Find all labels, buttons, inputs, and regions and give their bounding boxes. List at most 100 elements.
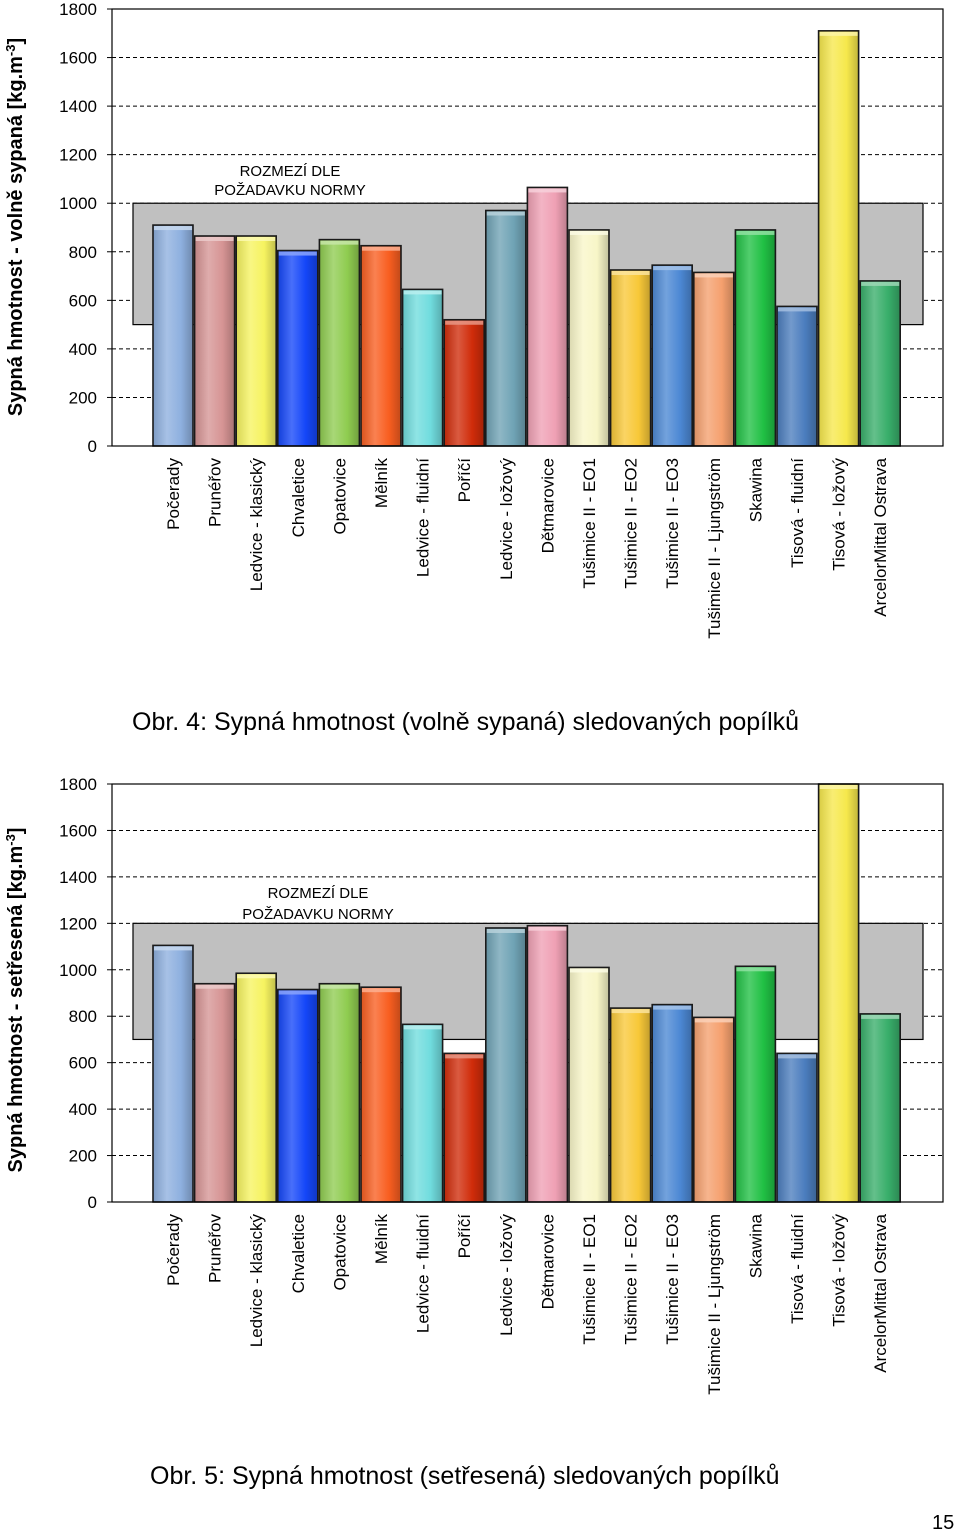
bar xyxy=(152,224,194,447)
figure-5-text: Sypná hmotnost (setřesená) sledovaných p… xyxy=(225,1462,780,1490)
bar xyxy=(360,986,402,1203)
bar xyxy=(484,927,527,1203)
category-label: Ledvice - ložový xyxy=(497,458,516,580)
bar-top-highlight xyxy=(736,967,775,972)
category-label: Dětmarovice xyxy=(538,1214,557,1309)
category-label: Tušimice II - Ljungström xyxy=(705,458,724,639)
bar xyxy=(401,288,444,447)
category-label: Ledvice - klasický xyxy=(247,458,266,592)
y-tick-label: 600 xyxy=(69,1054,97,1073)
bar xyxy=(193,235,236,447)
category-label: Ledvice - klasický xyxy=(247,1214,266,1348)
bar xyxy=(318,238,361,447)
bar xyxy=(568,229,610,447)
bar xyxy=(443,1052,486,1203)
figure-5-label: Obr. 5: xyxy=(150,1462,226,1490)
bar-top-highlight xyxy=(195,236,234,241)
bar-top-highlight xyxy=(278,251,317,256)
chart-tapped-bulk-density: ROZMEZÍ DLE POŽADAVKU NORMY 0 200 400 600 800 1… xyxy=(3,775,944,1395)
norm-range-label-line2: POŽADAVKU NORMY xyxy=(242,906,393,923)
bar-top-highlight xyxy=(278,990,317,995)
bar xyxy=(817,783,860,1203)
bar xyxy=(651,1003,694,1203)
bar-top-highlight xyxy=(195,984,234,989)
category-label: Dětmarovice xyxy=(538,458,557,553)
y-tick-label: 400 xyxy=(69,340,97,359)
bar-top-highlight xyxy=(445,1054,484,1059)
y-tick-label: 400 xyxy=(69,1100,97,1119)
y-tick-label: 1000 xyxy=(59,961,97,980)
category-label: Tušimice II - EO3 xyxy=(663,458,682,589)
bar-top-highlight xyxy=(486,928,525,933)
category-label: Tušimice II - EO2 xyxy=(622,458,641,589)
y-axis-label-exponent: -3 xyxy=(3,834,18,846)
bar-top-highlight xyxy=(362,988,400,993)
norm-range-label-line1: ROZMEZÍ DLE xyxy=(268,885,369,902)
category-label: Mělník xyxy=(372,458,391,509)
bar-top-highlight xyxy=(819,785,858,789)
category-label: Poříčí xyxy=(455,458,474,503)
y-tick-label: 1600 xyxy=(59,49,97,68)
y-tick-label: 800 xyxy=(69,1007,97,1026)
bar-top-highlight xyxy=(237,974,276,979)
bar xyxy=(859,280,902,447)
category-label: Ledvice - fluidní xyxy=(414,458,433,577)
category-label: Poříčí xyxy=(455,1214,474,1259)
y-axis-label: Sypná hmotnost - setřesená [kg.m-3] xyxy=(3,828,28,1173)
bar xyxy=(776,1052,818,1203)
category-label: Mělník xyxy=(372,1214,391,1265)
figure-4-label: Obr. 4: xyxy=(132,708,208,736)
category-label: Ledvice - ložový xyxy=(497,1214,516,1336)
category-label: Tušimice II - EO1 xyxy=(580,1214,599,1345)
category-label: Tisová - fluidní xyxy=(788,1214,807,1324)
page-number: 15 xyxy=(932,1512,955,1534)
y-tick-label: 1800 xyxy=(59,775,97,794)
bar-top-highlight xyxy=(154,946,192,951)
bar xyxy=(484,209,527,447)
bar xyxy=(609,269,652,447)
y-axis-label: Sypná hmotnost - volně sypaná [kg.m-3] xyxy=(3,38,28,416)
bar-top-highlight xyxy=(861,1014,900,1019)
category-label: Opatovice xyxy=(330,1214,349,1291)
category-label: ArcelorMittal Ostrava xyxy=(871,457,890,616)
category-label: Tušimice II - EO2 xyxy=(622,1214,641,1345)
bar xyxy=(235,235,277,447)
bar-top-highlight xyxy=(611,1009,650,1014)
bar xyxy=(276,988,319,1203)
y-tick-label: 800 xyxy=(69,243,97,262)
y-tick-label: 0 xyxy=(88,1193,97,1212)
category-label: Počerady xyxy=(164,458,183,530)
bar-top-highlight xyxy=(778,1054,816,1059)
plot-frame xyxy=(111,783,944,1203)
bar-top-highlight xyxy=(778,307,816,312)
bar-top-highlight xyxy=(403,290,442,295)
bar-top-highlight xyxy=(486,211,525,216)
y-tick-label: 1600 xyxy=(59,821,97,840)
y-tick-label: 1800 xyxy=(59,0,97,19)
category-label: Chvaletice xyxy=(289,1214,308,1293)
bar-top-highlight xyxy=(362,246,400,251)
bar xyxy=(360,244,402,447)
y-tick-label: 1200 xyxy=(59,146,97,165)
bar-top-highlight xyxy=(694,273,733,278)
category-label: Prunéřov xyxy=(206,458,225,527)
category-label: Skawina xyxy=(746,1213,765,1278)
bar-top-highlight xyxy=(320,240,359,245)
bar xyxy=(235,972,277,1203)
bar xyxy=(152,944,194,1203)
y-tick-label: 200 xyxy=(69,1147,97,1166)
bar-top-highlight xyxy=(653,266,692,271)
y-axis-label-bracket: ] xyxy=(5,38,27,45)
category-label: Počerady xyxy=(164,1214,183,1286)
bar xyxy=(318,982,361,1203)
bar xyxy=(193,982,236,1203)
category-label: ArcelorMittal Ostrava xyxy=(871,1213,890,1372)
category-label: Tisová - ložový xyxy=(830,458,849,571)
y-tick-label: 0 xyxy=(88,437,97,456)
figure-4-caption: Obr. 4: Sypná hmotnost (volně sypaná) sl… xyxy=(132,708,799,737)
category-label: Prunéřov xyxy=(206,1214,225,1283)
bar-top-highlight xyxy=(528,188,567,193)
category-label: Chvaletice xyxy=(289,458,308,537)
bar xyxy=(276,249,319,447)
category-label: Tušimice II - EO1 xyxy=(580,458,599,589)
